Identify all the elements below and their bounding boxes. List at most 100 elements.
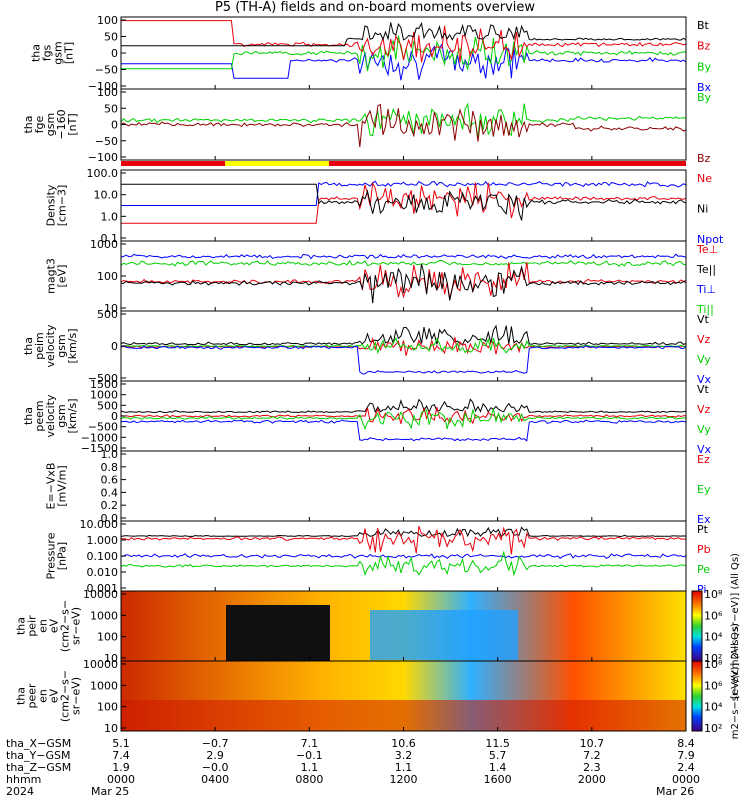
colorbar-tick-peer: 10⁶: [704, 679, 723, 692]
series-peim-vz: [121, 337, 687, 356]
ytick-label-fgs: 50: [104, 31, 118, 44]
ylabel-line-fgs: gsm: [52, 41, 65, 64]
ephemeris-value: 1.1: [300, 761, 319, 774]
series-peem-vz: [120, 406, 686, 425]
overview-plot: 100500−50−100thafgsgsm[nT]BtBzByBx100500…: [15, 14, 742, 740]
ytick-label-peim: −500: [88, 372, 118, 385]
ephemeris-value: 0400: [201, 773, 230, 786]
ylabel-line-peim: tha: [22, 337, 35, 355]
ytick-label-peem: −1500: [81, 442, 118, 455]
legend-temperature-Te⊥: Te⊥: [696, 243, 718, 256]
series-ne: [121, 181, 687, 224]
ylabel-line-pressure: [nPa]: [56, 542, 69, 570]
legend-fgs-Bx: Bx: [697, 81, 712, 94]
ytick-label-density: 1.0: [101, 210, 119, 223]
ephemeris-value: 1.9: [112, 761, 130, 774]
ytick-label-peim: 500: [97, 308, 118, 321]
panel-frame-fge: [120, 88, 687, 161]
ytick-label-pressure: 0.100: [87, 550, 119, 563]
series-bt: [121, 21, 687, 47]
series-te-par: [120, 263, 687, 304]
ylabel-line-peir: en: [37, 619, 50, 633]
spectrogram-low-energy-band: [121, 700, 686, 731]
ytick-label-pressure: 10.000: [80, 518, 119, 531]
colorbar-peir: [691, 590, 703, 662]
ylabel-line-fgs: [nT]: [63, 42, 76, 64]
ylabel-line-peir: (cm2−s−: [59, 600, 72, 652]
ytick-label-efield: 0.6: [101, 474, 119, 487]
ephemeris-row-label: tha_Z−GSM: [6, 761, 72, 774]
legend-efield-Ez: Ez: [697, 453, 710, 466]
legend-pressure-Pi: Pi: [697, 583, 706, 596]
legend-density-Ne: Ne: [697, 172, 712, 185]
ephemeris-value: 5.1: [112, 737, 130, 750]
ylabel-line-fge: fge: [33, 115, 46, 133]
mode-bar: [121, 161, 686, 166]
ytick-label-efield: 0.8: [101, 461, 119, 474]
ylabel-line-peim: gsm: [55, 334, 68, 357]
series-pb: [120, 525, 686, 555]
legend-pressure-Pe: Pe: [697, 563, 710, 576]
series-peim-vx: [120, 345, 687, 375]
ytick-label-peir: 100: [97, 631, 118, 644]
ytick-label-peer: 100: [97, 701, 118, 714]
ytick-label-temperature: 10: [104, 302, 118, 315]
ylabel-line-peem: peem: [33, 400, 46, 431]
colorbar-tick-peir: 10⁸: [704, 588, 723, 601]
legend-pressure-Pb: Pb: [697, 543, 711, 556]
ylabel-line-fge: gsm: [44, 113, 57, 136]
ephemeris-value: 3.2: [394, 749, 413, 762]
ytick-label-fge: 50: [104, 102, 118, 115]
ephemeris-value: 8.4: [677, 737, 695, 750]
ytick-label-peer: 10: [104, 722, 118, 735]
panel-frame-efield: [120, 450, 687, 522]
ytick-label-peir: 10000: [83, 588, 118, 601]
ephemeris-value: 0000: [107, 773, 135, 786]
ylabel-line-fgs: tha: [30, 44, 43, 62]
ytick-label-peem: 1000: [90, 389, 118, 402]
ephemeris-value: 1200: [389, 773, 418, 786]
ytick-label-density: 100.0: [87, 167, 119, 180]
legend-pressure-Pt: Pt: [697, 523, 709, 536]
ytick-label-peem: 1500: [90, 378, 118, 391]
ephemeris-value: 0000: [672, 773, 700, 786]
ephemeris-row-label: tha_Y−GSM: [6, 749, 71, 762]
ephemeris-value: 5.7: [488, 749, 507, 762]
ephemeris-value: 1.4: [488, 761, 507, 774]
panel-frame-temperature: [120, 240, 687, 312]
legend-peem-Vy: Vy: [697, 423, 711, 436]
ytick-label-fge: 100: [97, 86, 118, 99]
ephemeris-value: −0.7: [201, 737, 229, 750]
series-ni: [121, 183, 687, 221]
ylabel-line-peer: sr−eV): [70, 677, 83, 715]
ephemeris-value: 7.9: [677, 749, 695, 762]
ephemeris-value: 2.3: [583, 761, 601, 774]
ylabel-efield: E=−VxB[mV/m]: [45, 463, 69, 510]
ytick-label-density: 0.1: [101, 232, 119, 245]
ylabel-line-temperature: magt3: [45, 258, 58, 294]
legend-fgs-Bz: Bz: [697, 40, 711, 53]
series-pe: [120, 550, 687, 577]
ytick-label-fgs: 100: [97, 14, 118, 27]
ylabel-line-peem: velocity: [44, 394, 57, 437]
ylabel-line-peem: [km/s]: [66, 398, 79, 433]
ylabel-line-peim: peim: [33, 332, 46, 360]
ephemeris-value: 2000: [577, 773, 606, 786]
ephemeris-value: 1.1: [394, 761, 413, 774]
ylabel-line-peim: velocity: [44, 324, 57, 367]
ytick-label-temperature: 1000: [90, 238, 118, 251]
ylabel-line-peer: peer: [26, 683, 39, 709]
colorbar-tick-peir: 10²: [704, 652, 722, 665]
ytick-label-pressure: 0.010: [87, 566, 119, 579]
ylabel-line-peir: peir: [26, 615, 39, 637]
ephemeris-value: 1600: [483, 773, 512, 786]
ytick-label-fge: −50: [95, 135, 118, 148]
plot-title: P5 (TH-A) fields and on-board moments ov…: [214, 0, 536, 15]
colorbar-tick-peer: 10⁴: [704, 701, 723, 714]
legend-peem-Vx: Vx: [697, 443, 712, 456]
legend-density-Ni: Ni: [697, 203, 708, 216]
ylabel-line-fge: −160: [55, 109, 68, 139]
